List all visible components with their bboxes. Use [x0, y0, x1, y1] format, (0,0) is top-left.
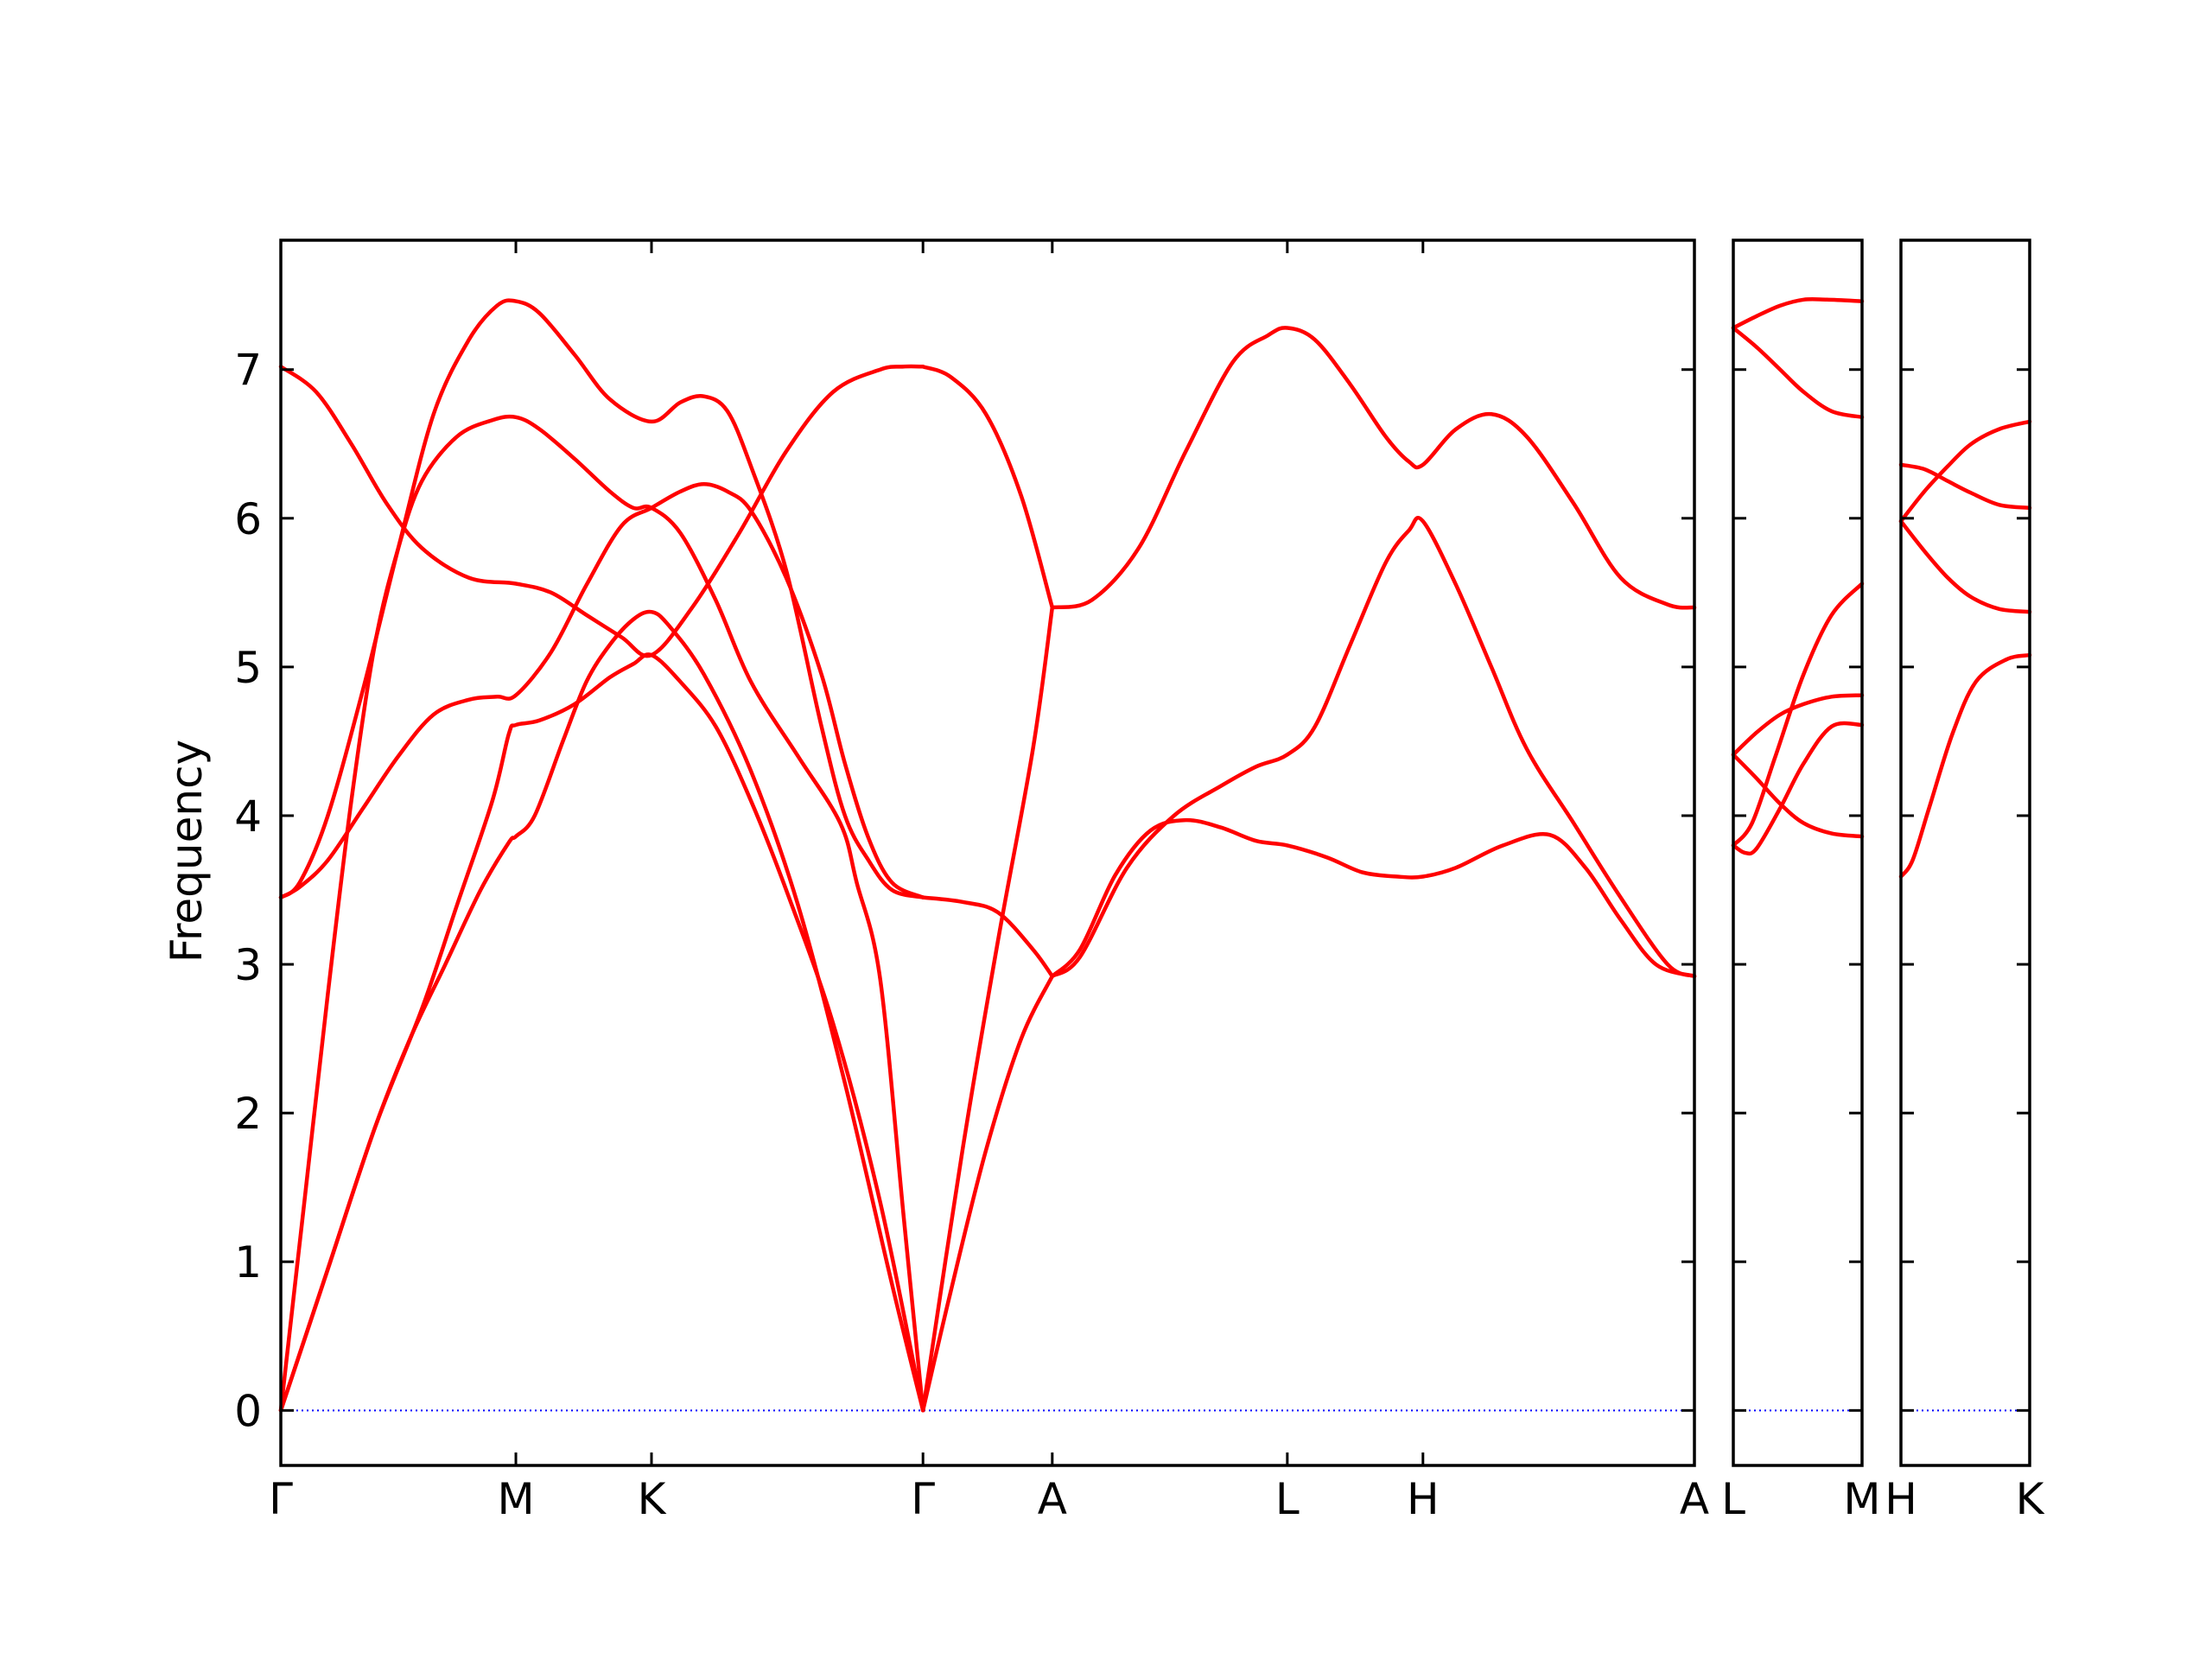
band-line-1-11 — [1050, 515, 1697, 979]
x-tick-label: A — [1680, 1474, 1709, 1524]
band-line-3-2 — [1898, 518, 2032, 614]
band-line-1-13 — [1050, 326, 1697, 610]
band-line-1-12 — [1050, 817, 1697, 979]
band-line-2-1 — [1731, 296, 1865, 330]
band-line-1-9 — [920, 895, 1055, 979]
band-line-3-4 — [1898, 462, 2032, 511]
y-tick-label: 5 — [234, 643, 262, 693]
x-tick-label: K — [638, 1474, 667, 1524]
band-line-1-8 — [920, 605, 1055, 1413]
x-tick-label: K — [2016, 1474, 2045, 1524]
band-line-1-6 — [278, 364, 925, 658]
y-tick-label: 2 — [234, 1089, 262, 1139]
band-line-1-4 — [278, 298, 925, 899]
panel-frame — [279, 238, 1696, 1467]
band-line-2-5 — [1731, 721, 1865, 856]
band-line-1-7 — [920, 974, 1055, 1413]
x-tick-label: Γ — [269, 1474, 293, 1524]
x-tick-label: A — [1038, 1474, 1067, 1524]
x-tick-label: H — [1885, 1474, 1917, 1524]
x-tick-label: H — [1407, 1474, 1440, 1524]
band-line-3-3 — [1898, 419, 2032, 524]
panel-frame — [1732, 238, 1864, 1467]
y-tick-label: 1 — [234, 1237, 262, 1287]
band-line-2-6 — [1731, 582, 1865, 848]
band-line-1-5 — [278, 481, 925, 899]
band-line-2-3 — [1731, 753, 1865, 839]
band-line-3-1 — [1898, 652, 2032, 879]
y-tick-label: 7 — [234, 346, 262, 396]
band-line-2-2 — [1731, 326, 1865, 420]
x-tick-label: L — [1275, 1474, 1300, 1524]
y-tick-label: 6 — [234, 494, 262, 544]
y-tick-label: 4 — [234, 791, 262, 842]
x-tick-label: M — [497, 1474, 534, 1524]
panel-1: 0 1 2 3 4 5 6 7 Γ M K Γ A L H A — [234, 238, 1709, 1524]
y-tick-label: 0 — [234, 1386, 262, 1436]
y-axis-label: Frequency — [162, 740, 212, 963]
x-tick-label: L — [1721, 1474, 1745, 1524]
x-tick-label: Γ — [911, 1474, 935, 1524]
y-tick-label: 3 — [234, 940, 262, 990]
band-line-1-3 — [278, 414, 925, 1413]
band-line-1-10 — [920, 365, 1055, 610]
x-tick-label: M — [1843, 1474, 1880, 1524]
panel-frame — [1899, 238, 2031, 1467]
band-line-1-2 — [278, 652, 925, 1413]
